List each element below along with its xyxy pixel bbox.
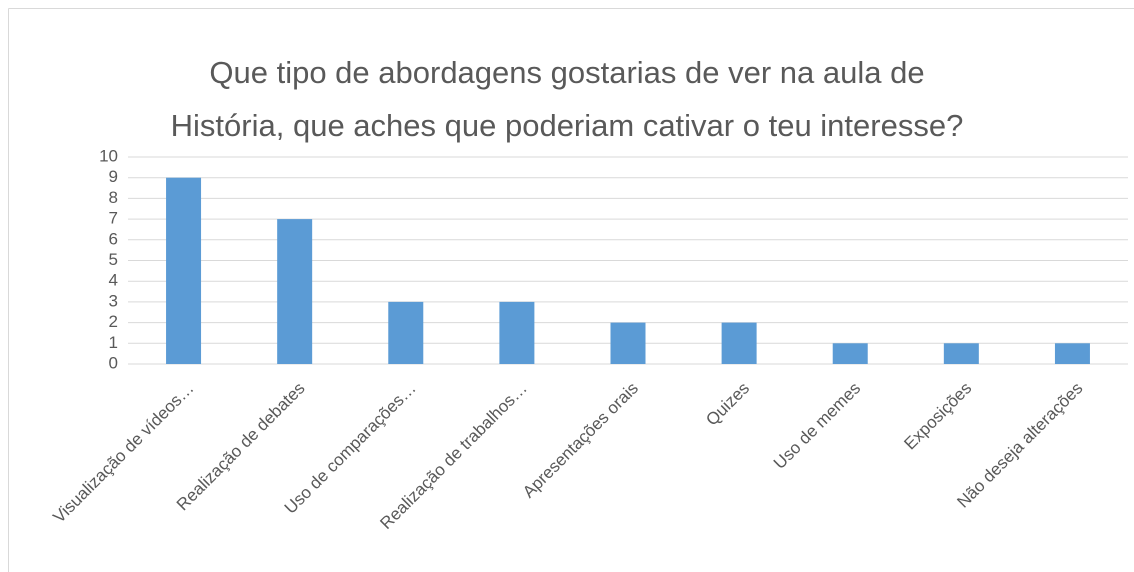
bar [166,177,202,364]
x-tick-label: Uso de memes [770,379,864,473]
bar [499,301,535,364]
x-tick-label: Realização de debates [173,379,309,515]
bar [721,322,757,364]
bar [943,343,979,364]
y-tick-label: 9 [109,167,118,186]
y-tick-label: 5 [109,250,118,269]
y-tick-label: 1 [109,333,118,352]
x-tick-label: Exposições [900,379,975,454]
y-tick-label: 0 [109,353,118,372]
y-tick-label: 2 [109,312,118,331]
x-tick-label: Não deseja alterações [953,379,1086,512]
x-tick-label: Quizes [702,379,753,430]
y-tick-label: 10 [99,146,118,165]
y-tick-label: 8 [109,188,118,207]
y-tick-label: 4 [109,271,118,290]
y-tick-label: 3 [109,291,118,310]
bar [1054,343,1090,364]
bar [832,343,868,364]
y-tick-label: 7 [109,209,118,228]
x-tick-label: Apresentações orais [519,379,642,502]
bar [610,322,646,364]
bar [388,301,424,364]
bar [277,219,313,364]
chart-title: História, que aches que poderiam cativar… [171,108,964,143]
y-tick-label: 6 [109,229,118,248]
chart-title: Que tipo de abordagens gostarias de ver … [209,55,924,90]
